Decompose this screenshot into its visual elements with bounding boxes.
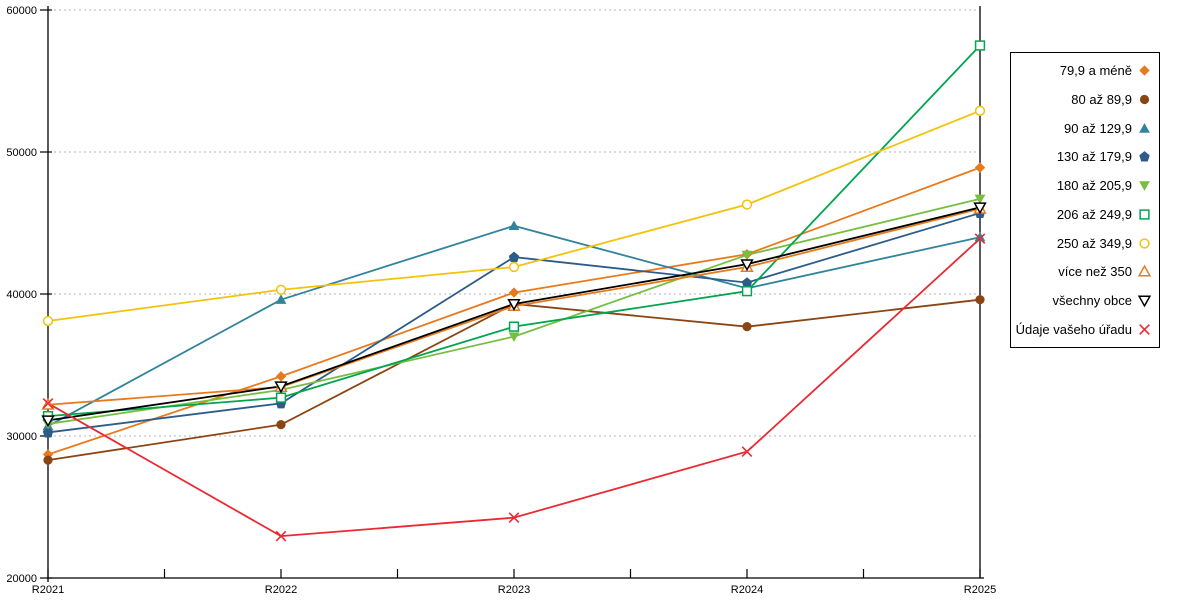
data-point bbox=[508, 261, 520, 273]
data-point bbox=[508, 251, 520, 263]
data-point bbox=[974, 231, 986, 242]
series-line bbox=[47, 166, 981, 456]
legend-item: 79,9 a méně bbox=[1011, 56, 1159, 85]
x-axis-tick-label: R2024 bbox=[731, 584, 763, 596]
legend-item-label: 250 až 349,9 bbox=[1056, 235, 1132, 251]
data-point bbox=[43, 455, 53, 465]
data-point bbox=[42, 449, 54, 460]
series-line bbox=[47, 44, 981, 418]
legend-marker-icon bbox=[1139, 209, 1150, 220]
data-point bbox=[741, 277, 753, 288]
data-point bbox=[974, 105, 986, 116]
legend-item: Údaje vašeho úřadu bbox=[1011, 315, 1159, 344]
legend-item-label: 180 až 205,9 bbox=[1056, 178, 1132, 194]
y-axis-tick-label: 60000 bbox=[6, 5, 37, 17]
data-point bbox=[508, 321, 520, 332]
data-point bbox=[742, 322, 752, 332]
data-point bbox=[507, 298, 521, 311]
data-point bbox=[275, 371, 287, 382]
x-axis-tick-label: R2021 bbox=[32, 584, 64, 596]
data-point bbox=[974, 40, 986, 51]
legend-item-label: 79,9 a méně bbox=[1059, 62, 1132, 78]
data-point bbox=[42, 315, 54, 327]
legend-marker-icon bbox=[1137, 295, 1152, 308]
legend-item: 80 až 89,9 bbox=[1011, 85, 1159, 114]
data-point bbox=[974, 162, 986, 173]
data-point bbox=[741, 286, 753, 297]
legend-item-label: 90 až 129,9 bbox=[1064, 120, 1132, 136]
x-axis-tick-label: R2025 bbox=[964, 584, 996, 596]
x-axis-tick-label: R2022 bbox=[265, 584, 297, 596]
legend-item-label: Údaje vašeho úřadu bbox=[1015, 322, 1132, 338]
series-line bbox=[47, 237, 981, 538]
y-axis-tick-label: 20000 bbox=[6, 573, 37, 585]
y-axis-tick-label: 30000 bbox=[6, 431, 37, 443]
data-point bbox=[974, 233, 986, 244]
legend-item: 180 až 205,9 bbox=[1011, 171, 1159, 200]
data-point bbox=[973, 202, 987, 215]
chart-legend: 79,9 a méně 80 až 89,9 90 až 129,9 130 až 1… bbox=[1010, 52, 1160, 348]
series-line bbox=[47, 206, 981, 422]
data-point bbox=[508, 512, 520, 524]
x-axis-tick-label: R2023 bbox=[498, 584, 530, 596]
legend-marker-icon bbox=[1139, 324, 1150, 335]
legend-marker-icon bbox=[1139, 181, 1150, 191]
series-line bbox=[47, 197, 981, 425]
data-point bbox=[975, 295, 985, 305]
data-point bbox=[508, 220, 520, 231]
legend-item-label: více než 350 bbox=[1058, 264, 1132, 280]
data-point bbox=[508, 287, 520, 298]
legend-marker-icon bbox=[1139, 151, 1150, 162]
data-point bbox=[275, 294, 287, 304]
legend-item: všechny obce bbox=[1011, 286, 1159, 315]
data-point bbox=[42, 397, 54, 409]
y-axis-tick-label: 50000 bbox=[6, 147, 37, 159]
data-point bbox=[276, 420, 286, 430]
data-point bbox=[508, 332, 520, 342]
legend-item-label: 80 až 89,9 bbox=[1071, 91, 1132, 107]
legend-marker-icon bbox=[1139, 94, 1150, 104]
data-point bbox=[275, 530, 287, 542]
data-point bbox=[741, 446, 753, 457]
legend-item-label: všechny obce bbox=[1052, 293, 1133, 309]
data-point bbox=[274, 381, 288, 394]
legend-item-label: 130 až 179,9 bbox=[1056, 149, 1132, 165]
legend-item: 250 až 349,9 bbox=[1011, 229, 1159, 258]
legend-item: 206 až 249,9 bbox=[1011, 200, 1159, 229]
data-point bbox=[275, 284, 287, 295]
data-point bbox=[42, 427, 54, 438]
data-point bbox=[741, 199, 753, 210]
data-point bbox=[41, 415, 55, 428]
legend-marker-icon bbox=[1139, 65, 1150, 76]
legend-marker-icon bbox=[1139, 122, 1150, 133]
data-point bbox=[974, 194, 986, 205]
legend-item: více než 350 bbox=[1011, 258, 1159, 287]
legend-marker-icon bbox=[1139, 238, 1150, 249]
legend-item: 90 až 129,9 bbox=[1011, 114, 1159, 143]
y-axis-tick-label: 40000 bbox=[6, 289, 37, 301]
data-point bbox=[275, 392, 287, 403]
data-point bbox=[741, 250, 753, 261]
legend-marker-icon bbox=[1137, 265, 1152, 277]
legend-item-label: 206 až 249,9 bbox=[1056, 206, 1132, 222]
data-point bbox=[740, 259, 754, 272]
legend-item: 130 až 179,9 bbox=[1011, 142, 1159, 171]
